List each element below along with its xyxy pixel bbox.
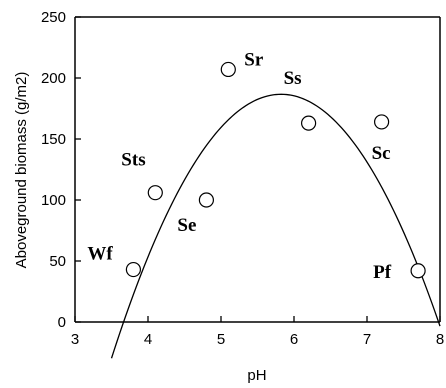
data-point: [220, 61, 236, 78]
plot-area: [74, 16, 441, 323]
data-points: [125, 61, 426, 279]
fit-curve-line: [110, 93, 441, 359]
x-tick-label: 4: [144, 331, 152, 348]
data-point: [410, 263, 426, 279]
y-tick-label: 0: [58, 314, 66, 331]
data-point: [125, 261, 141, 278]
y-axis-title: Aboveground biomass (g/m2): [13, 72, 30, 269]
x-tick-label: 6: [290, 331, 298, 348]
data-point: [147, 185, 163, 201]
point-label: Se: [177, 215, 196, 236]
point-label: Wf: [87, 244, 113, 265]
y-tick-label: 150: [41, 131, 66, 148]
x-tick-label: 8: [436, 331, 444, 348]
x-axis-ticks: 3 4 5 6 7 8: [71, 316, 444, 348]
point-label: Sr: [244, 49, 264, 70]
y-tick-label: 200: [41, 70, 66, 87]
point-label: Pf: [373, 262, 392, 283]
data-point: [301, 115, 317, 131]
x-tick-label: 5: [217, 331, 225, 348]
y-tick-label: 50: [49, 253, 66, 270]
x-tick-label: 3: [71, 331, 79, 348]
y-tick-label: 100: [41, 192, 66, 209]
point-label: Sts: [121, 150, 145, 171]
x-tick-label: 7: [363, 331, 371, 348]
x-axis-title: pH: [247, 367, 266, 384]
y-tick-label: 250: [41, 9, 66, 26]
y-axis-ticks: 0 50 100 150 200 250: [41, 9, 81, 331]
point-labels: Wf Sts Se Sr Ss Sc Pf: [87, 49, 391, 282]
data-point: [198, 192, 214, 208]
data-point: [374, 114, 390, 130]
point-label: Ss: [284, 68, 302, 89]
point-label: Sc: [372, 143, 391, 164]
